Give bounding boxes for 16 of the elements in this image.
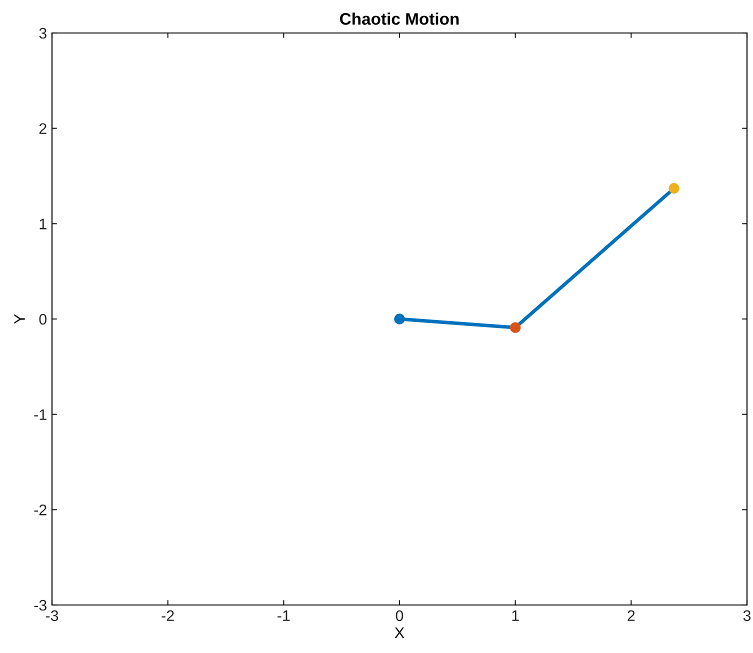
x-axis-title: X <box>394 627 404 638</box>
y-tick-label: -3 <box>34 600 46 611</box>
x-tick-label: 2 <box>628 610 635 621</box>
chart-title: Chaotic Motion <box>340 12 459 25</box>
y-tick-label: -2 <box>34 504 46 516</box>
y-tick-label: 0 <box>39 314 47 325</box>
x-tick-label: 3 <box>743 610 751 622</box>
y-axis-title: Y <box>14 314 25 324</box>
x-tick-label: -1 <box>278 610 290 621</box>
x-tick-label: 1 <box>512 610 519 621</box>
x-tick-label: 0 <box>396 610 404 622</box>
y-tick-label: 2 <box>39 123 46 134</box>
y-tick-label: -1 <box>34 409 46 420</box>
x-tick-label: -2 <box>162 610 174 621</box>
y-tick-label: 1 <box>40 218 46 230</box>
y-tick-label: 3 <box>39 28 46 39</box>
